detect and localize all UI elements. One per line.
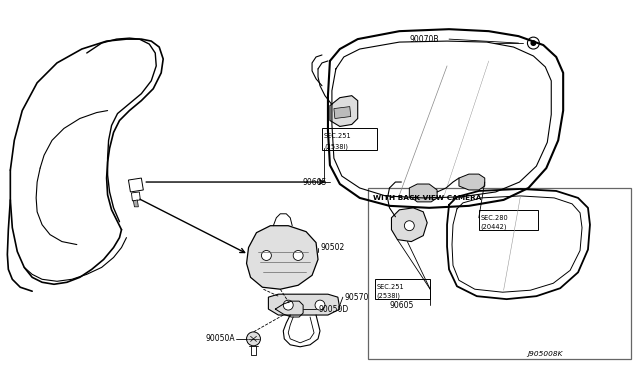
Text: 90605: 90605 — [302, 177, 326, 186]
Polygon shape — [330, 96, 358, 126]
Text: 90605: 90605 — [390, 301, 414, 310]
Circle shape — [404, 221, 414, 231]
Bar — [322, 128, 376, 150]
Bar — [374, 279, 430, 299]
Text: J905008K: J905008K — [527, 351, 563, 357]
Text: (2538I): (2538I) — [324, 143, 348, 150]
Polygon shape — [129, 178, 143, 192]
Bar — [367, 188, 630, 359]
Polygon shape — [133, 200, 138, 207]
Polygon shape — [246, 226, 318, 289]
Circle shape — [531, 40, 536, 46]
Circle shape — [262, 250, 271, 260]
Polygon shape — [392, 208, 427, 241]
Text: 90570: 90570 — [345, 293, 369, 302]
Polygon shape — [459, 174, 484, 190]
Text: (2538I): (2538I) — [376, 293, 401, 299]
Text: 90050D: 90050D — [318, 305, 348, 314]
Text: (20442): (20442) — [481, 224, 508, 230]
Text: SEC.251: SEC.251 — [376, 284, 404, 290]
Text: WITH BACK VIEW CAMERA: WITH BACK VIEW CAMERA — [372, 195, 481, 201]
Circle shape — [315, 300, 325, 310]
Bar — [479, 210, 538, 230]
Polygon shape — [334, 107, 351, 119]
Polygon shape — [410, 184, 437, 202]
Text: 90502: 90502 — [320, 243, 344, 252]
Text: SEC.251: SEC.251 — [324, 134, 351, 140]
Circle shape — [284, 300, 293, 310]
Text: SEC.280: SEC.280 — [481, 215, 509, 221]
Circle shape — [246, 332, 260, 346]
Polygon shape — [268, 294, 340, 315]
Text: 90050A: 90050A — [206, 334, 236, 343]
Polygon shape — [131, 192, 140, 201]
Circle shape — [293, 250, 303, 260]
Circle shape — [284, 303, 295, 315]
Text: 90070B: 90070B — [410, 35, 439, 44]
